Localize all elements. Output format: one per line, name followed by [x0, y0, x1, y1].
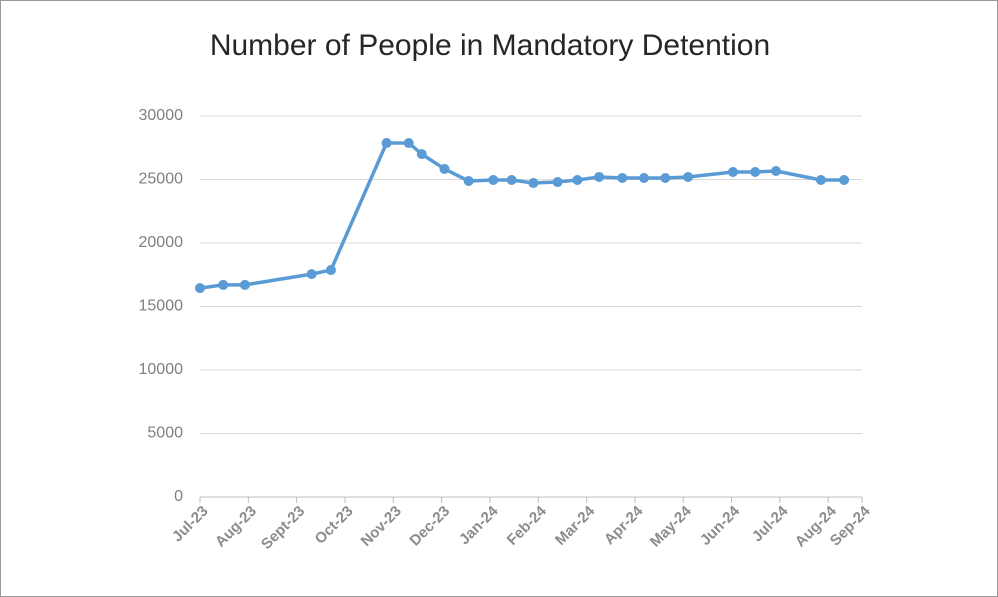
data-point	[572, 175, 583, 186]
data-point	[660, 172, 671, 183]
data-point	[552, 177, 563, 188]
y-tick-label: 0	[174, 488, 183, 505]
y-tick-label: 30000	[139, 107, 184, 124]
y-tick-label: 20000	[139, 234, 184, 251]
data-point	[839, 175, 850, 186]
data-point	[528, 178, 539, 189]
data-point	[617, 172, 628, 183]
data-point	[639, 172, 650, 183]
data-point	[506, 175, 517, 186]
chart-title: Number of People in Mandatory Detention	[210, 29, 770, 62]
y-tick-label: 5000	[147, 425, 183, 442]
data-point	[594, 171, 605, 182]
data-point	[815, 175, 826, 186]
data-point	[381, 138, 392, 149]
y-tick-label: 15000	[139, 298, 184, 315]
data-point	[770, 165, 781, 176]
data-point	[683, 171, 694, 182]
data-point	[463, 176, 474, 187]
data-point	[750, 167, 761, 178]
data-point	[439, 163, 450, 174]
data-point	[403, 138, 414, 149]
data-point	[239, 279, 250, 290]
y-tick-label: 25000	[139, 171, 184, 188]
data-point	[218, 279, 229, 290]
data-point	[306, 269, 317, 280]
data-point	[195, 283, 205, 294]
data-point	[325, 265, 336, 276]
data-point	[488, 175, 499, 186]
y-tick-label: 10000	[139, 361, 184, 378]
data-point	[727, 167, 738, 178]
data-point	[416, 149, 427, 160]
